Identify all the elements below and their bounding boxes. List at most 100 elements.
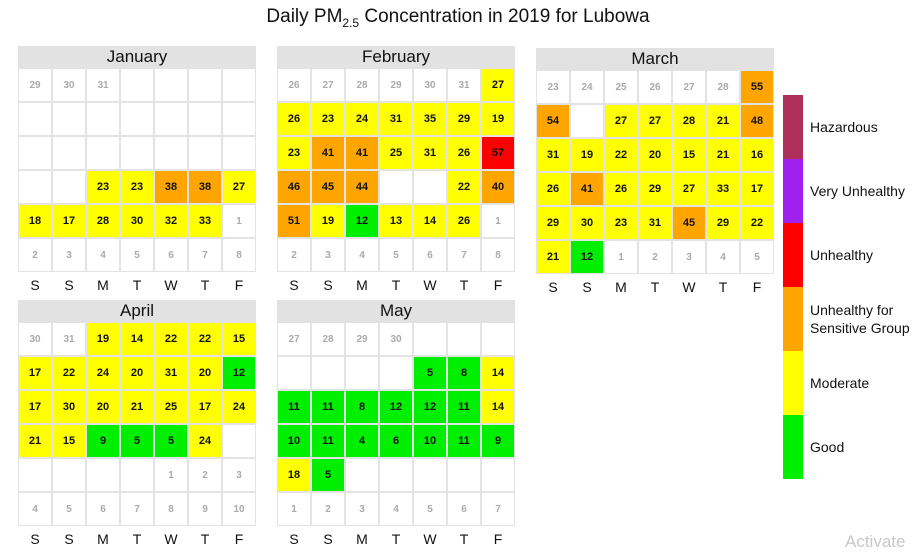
day-cell: 21	[706, 104, 740, 138]
day-cell: 26	[277, 102, 311, 136]
day-cell: 29	[447, 102, 481, 136]
weekday-label: T	[132, 531, 142, 547]
weekday-label: F	[493, 531, 503, 547]
day-cell: 3	[672, 240, 706, 274]
day-cell: 3	[222, 458, 256, 492]
day-cell: 5	[154, 424, 188, 458]
day-cell: 2	[18, 238, 52, 272]
weekday-label: S	[289, 531, 299, 547]
day-cell: 22	[154, 322, 188, 356]
legend-label: Very Unhealthy	[810, 183, 905, 199]
day-cell: 8	[154, 492, 188, 526]
day-cell: 31	[379, 102, 413, 136]
day-cell: 45	[672, 206, 706, 240]
day-cell: 10	[413, 424, 447, 458]
day-cell: 45	[311, 170, 345, 204]
day-cell	[18, 170, 52, 204]
day-cell: 12	[345, 204, 379, 238]
month-title: March	[536, 48, 774, 70]
day-cell: 24	[86, 356, 120, 390]
day-cell: 29	[345, 322, 379, 356]
day-cell	[52, 170, 86, 204]
day-cell: 26	[604, 172, 638, 206]
day-cell	[345, 356, 379, 390]
day-cell: 6	[86, 492, 120, 526]
day-cell: 30	[18, 322, 52, 356]
day-cell: 11	[447, 424, 481, 458]
day-cell: 11	[311, 424, 345, 458]
day-cell: 22	[52, 356, 86, 390]
day-cell: 5	[413, 356, 447, 390]
day-cell: 30	[413, 68, 447, 102]
day-cell	[222, 102, 256, 136]
weekday-label: S	[323, 531, 333, 547]
month-title: January	[18, 46, 256, 68]
day-cell	[188, 102, 222, 136]
day-cell: 12	[413, 390, 447, 424]
day-cell: 27	[638, 104, 672, 138]
day-cell: 35	[413, 102, 447, 136]
day-cell: 22	[740, 206, 774, 240]
legend-swatch	[783, 95, 803, 159]
day-cell	[52, 458, 86, 492]
day-cell: 51	[277, 204, 311, 238]
day-cell: 23	[86, 170, 120, 204]
day-cell: 2	[638, 240, 672, 274]
day-cell: 28	[706, 70, 740, 104]
day-cell: 17	[52, 204, 86, 238]
day-cell: 24	[345, 102, 379, 136]
day-cell: 57	[481, 136, 515, 170]
day-cell: 28	[311, 322, 345, 356]
day-cell: 5	[120, 424, 154, 458]
weekday-label: S	[548, 279, 558, 295]
day-cell: 23	[311, 102, 345, 136]
day-cell: 4	[706, 240, 740, 274]
month-title: May	[277, 300, 515, 322]
day-cell	[379, 170, 413, 204]
legend-label: Moderate	[810, 375, 870, 391]
weekday-label: S	[323, 277, 333, 293]
day-cell	[379, 356, 413, 390]
day-cell	[413, 458, 447, 492]
day-cell: 30	[120, 204, 154, 238]
day-cell: 5	[413, 492, 447, 526]
day-cell: 5	[379, 238, 413, 272]
weekday-label: F	[234, 531, 244, 547]
day-cell	[188, 136, 222, 170]
weekday-label: T	[132, 277, 142, 293]
day-cell: 33	[188, 204, 222, 238]
day-cell: 20	[188, 356, 222, 390]
month-title: February	[277, 46, 515, 68]
day-cell: 15	[52, 424, 86, 458]
day-cell: 21	[706, 138, 740, 172]
day-cell: 55	[740, 70, 774, 104]
day-cell: 41	[311, 136, 345, 170]
day-cell: 12	[379, 390, 413, 424]
day-cell: 29	[379, 68, 413, 102]
day-cell: 23	[120, 170, 154, 204]
day-cell	[277, 356, 311, 390]
weekday-label: M	[356, 531, 368, 547]
day-cell: 31	[536, 138, 570, 172]
legend-swatch	[783, 159, 803, 223]
day-cell	[18, 102, 52, 136]
day-cell: 1	[277, 492, 311, 526]
day-cell: 28	[86, 204, 120, 238]
day-cell: 25	[154, 390, 188, 424]
weekday-label: T	[391, 277, 401, 293]
day-cell: 12	[570, 240, 604, 274]
day-cell: 30	[52, 68, 86, 102]
day-cell: 23	[277, 136, 311, 170]
day-cell: 6	[379, 424, 413, 458]
day-cell: 44	[345, 170, 379, 204]
day-cell: 8	[481, 238, 515, 272]
weekday-label: S	[582, 279, 592, 295]
day-cell: 19	[481, 102, 515, 136]
day-cell: 19	[570, 138, 604, 172]
weekday-label: W	[164, 277, 178, 293]
day-cell: 15	[672, 138, 706, 172]
day-cell: 24	[222, 390, 256, 424]
day-cell: 21	[536, 240, 570, 274]
day-cell: 29	[536, 206, 570, 240]
day-cell: 2	[311, 492, 345, 526]
